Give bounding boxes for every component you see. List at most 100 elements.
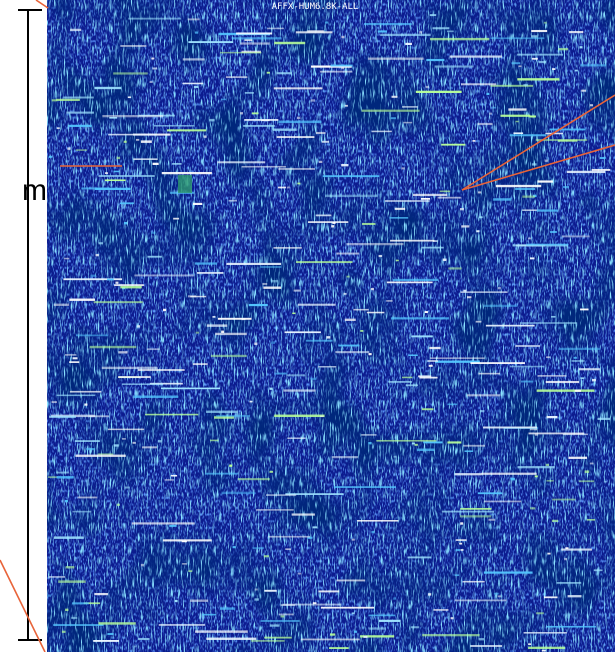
streak	[510, 134, 547, 136]
streak	[72, 602, 89, 604]
streak	[428, 360, 439, 362]
streak	[415, 444, 418, 446]
streak	[114, 171, 120, 173]
streak	[188, 570, 192, 572]
streak	[233, 546, 236, 548]
streak	[405, 43, 412, 45]
streak	[443, 259, 447, 261]
streak	[220, 607, 235, 609]
streak	[441, 144, 465, 146]
streak	[451, 617, 454, 619]
streak	[96, 254, 99, 256]
streak	[567, 171, 606, 173]
streak	[306, 340, 333, 342]
streak	[215, 333, 247, 335]
streak	[150, 81, 153, 83]
streak	[429, 365, 433, 367]
streak	[579, 368, 600, 370]
streak	[48, 594, 51, 596]
streak	[438, 197, 462, 199]
streak	[276, 72, 291, 74]
streak	[460, 291, 507, 293]
streak	[396, 260, 399, 262]
streak	[470, 362, 525, 364]
scale-bar	[18, 10, 42, 640]
streak	[517, 54, 563, 56]
streak	[285, 331, 321, 333]
streak	[211, 355, 247, 357]
streak	[206, 638, 256, 640]
streak	[98, 242, 103, 244]
streak	[89, 415, 109, 417]
streak	[320, 415, 323, 417]
streak	[447, 441, 461, 443]
streak	[75, 455, 125, 457]
streak	[188, 41, 233, 43]
streak	[216, 415, 250, 417]
streak	[279, 614, 294, 616]
streak	[57, 127, 60, 129]
streak	[580, 64, 606, 66]
streak	[362, 110, 420, 112]
streak	[515, 345, 540, 347]
streak	[551, 316, 556, 318]
streak	[488, 519, 495, 521]
streak	[579, 480, 594, 482]
streak	[207, 324, 228, 326]
streak	[486, 325, 535, 327]
streak	[546, 356, 550, 358]
streak	[275, 373, 287, 375]
streak	[575, 390, 581, 392]
streak	[132, 442, 135, 444]
streak	[264, 637, 292, 639]
streak	[147, 256, 161, 258]
streak	[169, 525, 176, 527]
streak	[390, 240, 434, 242]
streak	[124, 222, 127, 224]
streak	[521, 381, 533, 383]
streak	[393, 597, 396, 599]
streak	[522, 209, 537, 211]
streak	[460, 508, 491, 510]
streak	[334, 486, 396, 488]
streak	[269, 471, 273, 473]
streak	[515, 121, 518, 123]
streak	[537, 389, 595, 391]
streak	[72, 511, 91, 513]
streak	[94, 301, 143, 303]
streak	[535, 475, 538, 477]
streak	[544, 596, 558, 598]
streak	[165, 479, 174, 481]
streak	[432, 27, 449, 29]
streak	[322, 141, 329, 143]
streak	[48, 476, 58, 478]
chip-image: AFFX-HUM6.8K-ALL	[47, 0, 615, 652]
streak	[587, 519, 595, 521]
streak	[229, 465, 232, 467]
streak	[347, 243, 404, 245]
streak	[57, 395, 96, 397]
streak	[167, 129, 206, 131]
streak	[70, 391, 102, 393]
streak	[413, 194, 447, 196]
streak	[138, 369, 185, 371]
streak	[467, 296, 471, 298]
streak	[261, 620, 300, 622]
streak	[352, 612, 355, 614]
streak	[380, 34, 430, 36]
streak	[369, 627, 386, 629]
streak	[272, 280, 278, 282]
streak	[546, 381, 579, 383]
streak	[597, 418, 610, 420]
streak	[283, 604, 341, 606]
streak	[335, 351, 369, 353]
streak	[579, 46, 582, 48]
streak	[90, 346, 137, 348]
streak	[407, 556, 431, 558]
streak	[298, 573, 302, 575]
streak	[421, 247, 444, 249]
page: m AFFX-HUM6.8K-ALL (() => { const data =…	[0, 0, 615, 652]
streak	[408, 354, 417, 356]
streak	[372, 131, 392, 133]
streak	[575, 70, 578, 72]
